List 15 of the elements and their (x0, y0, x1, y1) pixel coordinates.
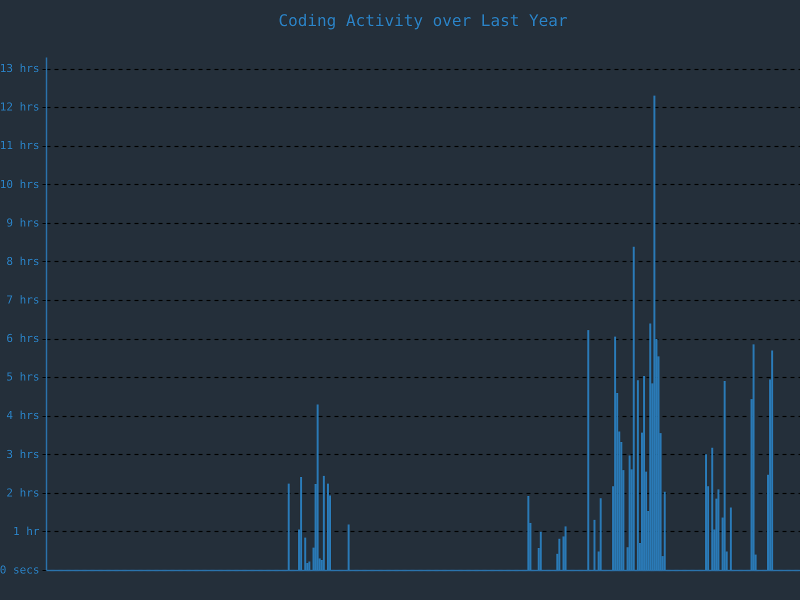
y-tick-label: 6 hrs (6, 332, 40, 346)
y-tick-label: 7 hrs (6, 294, 40, 306)
y-tick-label: 5 hrs (6, 370, 40, 384)
y-tick-label: 3 hrs (6, 448, 40, 461)
y-tick-label: 8 hrs (6, 254, 40, 268)
chart-title: Coding Activity over Last Year (278, 11, 568, 30)
y-tick-label: 13 hrs (0, 62, 40, 76)
y-tick-label: 9 hrs (6, 216, 40, 230)
y-tick-label: 10 hrs (0, 178, 40, 191)
y-tick-label: 1 hr (13, 524, 40, 538)
y-tick-label: 11 hrs (0, 139, 40, 152)
y-tick-label: 2 hrs (6, 486, 40, 500)
y-tick-label: 12 hrs (0, 100, 40, 114)
y-tick-label: 0 secs (0, 564, 40, 576)
y-tick-label: 4 hrs (6, 409, 40, 422)
